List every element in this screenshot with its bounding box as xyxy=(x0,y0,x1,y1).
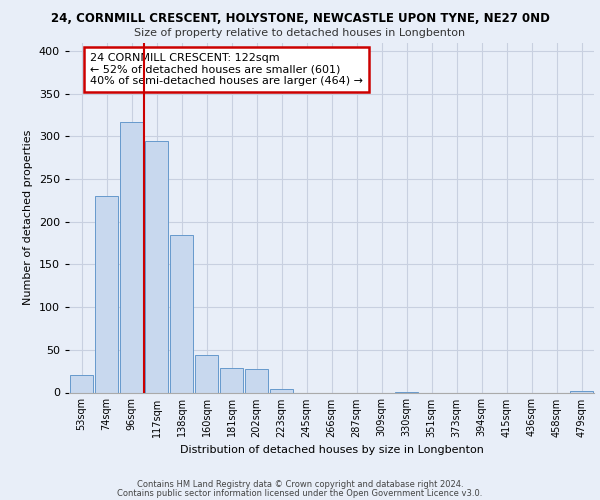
Bar xyxy=(70,376,94,392)
Bar xyxy=(245,370,268,392)
Y-axis label: Number of detached properties: Number of detached properties xyxy=(23,130,33,305)
Bar xyxy=(194,355,218,393)
Bar xyxy=(269,389,293,392)
Bar xyxy=(119,122,143,392)
X-axis label: Distribution of detached houses by size in Longbenton: Distribution of detached houses by size … xyxy=(179,445,484,455)
Text: Contains public sector information licensed under the Open Government Licence v3: Contains public sector information licen… xyxy=(118,488,482,498)
Bar xyxy=(95,196,118,392)
Bar xyxy=(145,140,169,392)
Bar xyxy=(569,391,593,392)
Bar xyxy=(170,236,193,392)
Text: Size of property relative to detached houses in Longbenton: Size of property relative to detached ho… xyxy=(134,28,466,38)
Text: Contains HM Land Registry data © Crown copyright and database right 2024.: Contains HM Land Registry data © Crown c… xyxy=(137,480,463,489)
Text: 24 CORNMILL CRESCENT: 122sqm
← 52% of detached houses are smaller (601)
40% of s: 24 CORNMILL CRESCENT: 122sqm ← 52% of de… xyxy=(90,53,363,86)
Text: 24, CORNMILL CRESCENT, HOLYSTONE, NEWCASTLE UPON TYNE, NE27 0ND: 24, CORNMILL CRESCENT, HOLYSTONE, NEWCAS… xyxy=(50,12,550,26)
Bar xyxy=(220,368,244,392)
